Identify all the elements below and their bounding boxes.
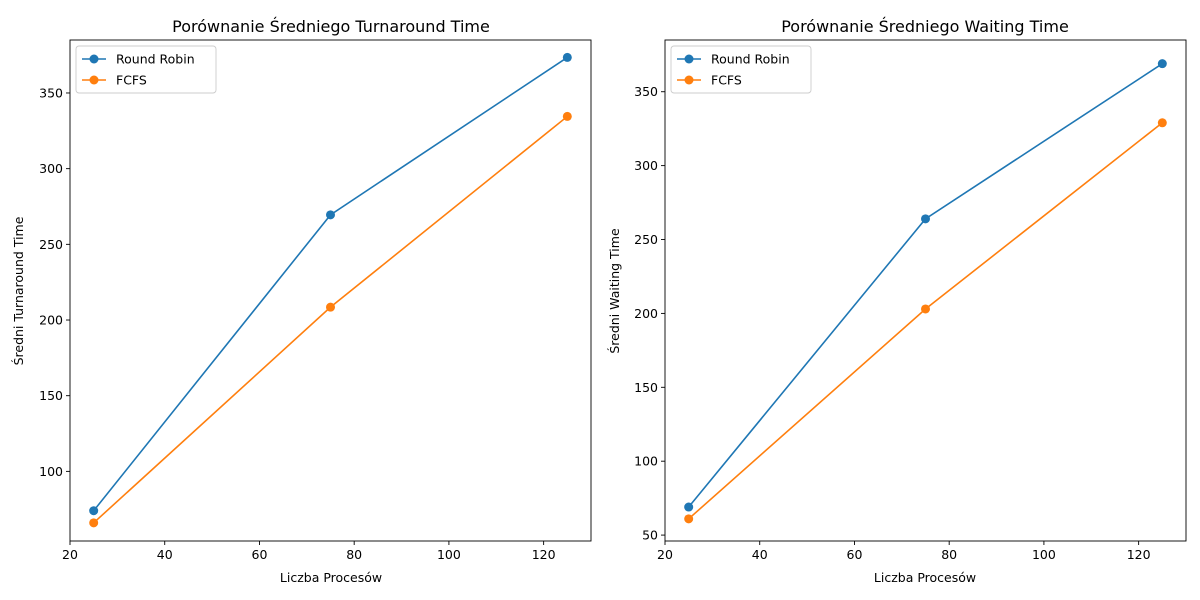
- data-point: [89, 506, 99, 516]
- x-tick-label: 40: [752, 547, 768, 562]
- data-point: [921, 214, 930, 224]
- legend-box: [75, 45, 217, 94]
- chart-title: Porównanie Średniego Turnaround Time: [172, 17, 490, 36]
- plot-area: 20 40 60 80 100 120 100 150 200 250 300 350 Round Ro…: [39, 39, 592, 562]
- y-tick-label: 250: [634, 232, 658, 247]
- legend-item: FCFS: [677, 73, 742, 88]
- data-point: [684, 514, 694, 524]
- y-tick-label: 150: [39, 388, 63, 403]
- legend-marker: [89, 75, 99, 85]
- y-tick-label: 100: [39, 464, 63, 479]
- legend-item: FCFS: [82, 73, 147, 88]
- x-tick-label: 40: [157, 547, 173, 562]
- legend-marker: [684, 75, 694, 85]
- x-tick-label: 120: [532, 547, 556, 562]
- y-tick-label: 350: [634, 84, 658, 99]
- y-tick-label: 200: [634, 306, 658, 321]
- x-tick-label: 20: [62, 547, 78, 562]
- y-tick-label: 250: [39, 237, 63, 252]
- data-point: [684, 502, 694, 512]
- x-tick-label: 100: [437, 547, 461, 562]
- plot-frame: [69, 39, 592, 542]
- data-point: [1157, 59, 1167, 69]
- plot-frame: [664, 39, 1187, 542]
- x-tick-label: 120: [1127, 547, 1151, 562]
- y-tick-label: 300: [634, 158, 658, 173]
- y-axis-label: Średni Waiting Time: [607, 228, 622, 354]
- turnaround-chart: Porównanie Średniego Turnaround Time Lic…: [11, 17, 592, 585]
- plot-area: 20 40 60 80 100 120 50 100 150 200 250 300 350 Round …: [634, 39, 1187, 562]
- x-axis-label: Liczba Procesów: [874, 570, 976, 585]
- legend: Round Robin FCFS: [75, 45, 217, 94]
- legend-label: FCFS: [711, 73, 742, 88]
- x-axis-label: Liczba Procesów: [280, 570, 382, 585]
- x-tick-label: 60: [847, 547, 863, 562]
- legend-label: FCFS: [116, 73, 147, 88]
- y-tick-label: 300: [39, 161, 63, 176]
- y-axis-label: Średni Turnaround Time: [11, 216, 26, 365]
- data-point: [562, 111, 572, 121]
- legend: Round Robin FCFS: [670, 45, 812, 94]
- data-point: [562, 52, 572, 62]
- legend-item: Round Robin: [677, 52, 790, 67]
- y-tick-label: 100: [634, 454, 658, 469]
- y-tick-label: 50: [642, 528, 658, 543]
- x-tick-label: 80: [346, 547, 362, 562]
- chart-title: Porównanie Średniego Waiting Time: [781, 17, 1069, 36]
- data-point: [921, 304, 930, 314]
- waiting-chart: Porównanie Średniego Waiting Time Liczba…: [607, 17, 1187, 585]
- x-tick-label: 60: [252, 547, 268, 562]
- legend-item: Round Robin: [82, 52, 195, 67]
- y-tick-label: 200: [39, 313, 63, 328]
- legend-box: [670, 45, 812, 94]
- data-point: [1157, 118, 1167, 128]
- x-tick-label: 80: [941, 547, 957, 562]
- data-point: [326, 210, 335, 220]
- data-point: [89, 518, 99, 528]
- data-point: [326, 302, 335, 312]
- y-tick-label: 150: [634, 380, 658, 395]
- x-tick-label: 100: [1032, 547, 1056, 562]
- legend-marker: [684, 54, 694, 64]
- y-tick-label: 350: [39, 85, 63, 100]
- legend-label: Round Robin: [711, 52, 790, 67]
- legend-marker: [89, 54, 99, 64]
- x-tick-label: 20: [657, 547, 673, 562]
- legend-label: Round Robin: [116, 52, 195, 67]
